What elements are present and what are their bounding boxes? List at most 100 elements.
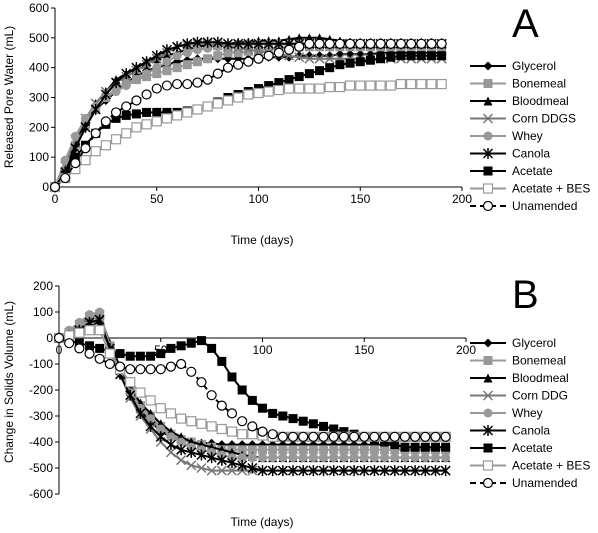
data-point [441, 442, 451, 452]
data-point [165, 447, 176, 458]
legend-marker [482, 477, 494, 489]
data-point [142, 69, 152, 79]
data-point [420, 465, 431, 477]
series-unamended [49, 38, 447, 193]
data-point [202, 36, 213, 48]
data-point [400, 453, 410, 463]
data-point [314, 53, 325, 64]
data-point [283, 44, 295, 55]
data-point [264, 81, 274, 91]
data-point [237, 385, 247, 395]
data-point [355, 80, 366, 91]
data-point [223, 48, 233, 58]
y-tick-label: 0 [46, 331, 53, 345]
data-point [329, 424, 339, 434]
y-tick-label: -600 [29, 487, 53, 501]
data-point [436, 78, 447, 90]
data-point [155, 431, 166, 443]
data-point [182, 38, 193, 50]
data-point [284, 75, 294, 85]
data-point [253, 46, 264, 57]
legend-marker [483, 166, 493, 176]
data-point [226, 408, 238, 419]
data-point [206, 421, 217, 432]
legend-label: Corn DDGS [512, 112, 576, 126]
data-point [247, 462, 258, 474]
data-point [186, 460, 197, 471]
data-point [74, 343, 85, 354]
y-tick-label: -200 [29, 383, 53, 397]
data-point [111, 87, 121, 97]
data-point [375, 80, 386, 91]
data-point [90, 146, 101, 157]
legend-label: Bonemeal [512, 354, 566, 368]
data-point [349, 453, 359, 463]
data-point [294, 41, 305, 52]
data-point [369, 453, 379, 463]
data-point [294, 83, 305, 94]
data-point [277, 431, 288, 442]
data-point [156, 349, 166, 359]
data-point [308, 419, 318, 429]
data-point [355, 57, 365, 67]
data-point [216, 400, 227, 411]
data-point [243, 56, 254, 67]
legend-marker [482, 425, 494, 436]
data-point [165, 439, 176, 451]
data-point [430, 442, 440, 452]
data-point [253, 53, 264, 64]
data-point [355, 38, 366, 49]
data-point [257, 465, 268, 477]
data-point [254, 45, 263, 55]
legend-label: Bloodmeal [512, 371, 569, 385]
data-point [176, 413, 187, 424]
data-point [162, 57, 172, 67]
data-point [298, 445, 308, 455]
y-tick-label: -400 [29, 435, 53, 449]
data-point [226, 457, 238, 469]
data-point [278, 445, 288, 455]
data-point [227, 372, 237, 382]
data-point [233, 48, 243, 58]
y-tick-label: 500 [29, 31, 49, 45]
legend-marker [483, 131, 493, 141]
data-point [233, 92, 244, 103]
data-point [339, 445, 349, 455]
data-point [319, 453, 329, 463]
data-point [192, 104, 203, 115]
data-point [328, 431, 339, 442]
data-point [161, 113, 173, 124]
data-point [60, 155, 70, 165]
data-point [115, 349, 125, 359]
data-point [212, 68, 223, 79]
data-point [334, 38, 345, 49]
data-point [264, 45, 274, 55]
x-tick-label: 200 [456, 343, 476, 357]
data-point [186, 446, 197, 458]
data-point [314, 83, 325, 94]
data-point [152, 69, 162, 79]
data-point [85, 341, 95, 351]
data-point [125, 351, 135, 361]
data-point [308, 445, 318, 455]
data-point [111, 113, 121, 123]
data-point [196, 418, 207, 429]
data-point [288, 414, 298, 424]
data-point [348, 431, 360, 442]
legend-marker [483, 408, 493, 418]
data-point [114, 361, 126, 372]
data-point [298, 416, 308, 426]
data-point [141, 119, 152, 130]
data-point [420, 453, 430, 463]
data-point [247, 395, 257, 405]
y-tick-label: 300 [29, 91, 49, 105]
panel-a: 0 100 200 300 400 500 600 0 50 100 150 200 A Time (… [2, 1, 590, 247]
y-tick-label: 100 [33, 305, 53, 319]
data-point [237, 453, 247, 463]
data-point [104, 348, 115, 359]
data-point [406, 38, 417, 49]
data-point [70, 142, 81, 154]
data-point [365, 38, 376, 49]
data-point [121, 81, 131, 91]
data-point [430, 465, 441, 477]
